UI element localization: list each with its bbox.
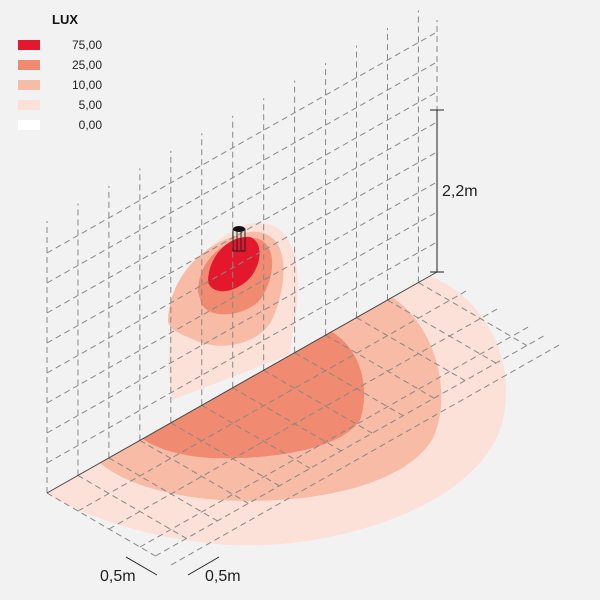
legend-value: 5,00 — [78, 98, 102, 112]
legend-swatch — [18, 40, 40, 50]
legend-value: 25,00 — [71, 58, 102, 72]
dimension-line-y — [187, 556, 220, 576]
legend-swatch — [18, 60, 40, 70]
wall-grid-horizontal — [46, 211, 438, 434]
floor-grid-line — [356, 317, 466, 382]
floor-grid-line — [139, 325, 531, 548]
legend-item: 25,00 — [18, 55, 102, 75]
floor-grid-line — [108, 307, 500, 530]
floor-grid-line — [170, 422, 280, 487]
wall-grid-horizontal — [46, 241, 438, 464]
wall-lamp-icon — [232, 226, 246, 252]
legend-value: 10,00 — [71, 78, 102, 92]
dimension-line-x — [125, 556, 158, 576]
wall-grid-horizontal — [46, 61, 438, 284]
legend-value: 0,00 — [78, 118, 102, 132]
wall-contour-75 — [208, 236, 260, 292]
floor-contour-25 — [143, 332, 365, 459]
wall-grid-horizontal — [46, 31, 438, 254]
floor-grid-line — [108, 457, 218, 522]
floor-grid-line — [387, 299, 497, 364]
legend-swatch — [18, 80, 40, 90]
floor-grid-line — [325, 334, 435, 399]
floor-grid-line — [263, 369, 373, 434]
wall-grid-horizontal — [46, 151, 438, 374]
floor-grid-line — [201, 404, 311, 469]
legend-swatch — [18, 120, 40, 130]
floor-grid-line — [418, 282, 528, 346]
grid-y-label: 0,5m — [205, 568, 241, 585]
floor-grid-line — [294, 352, 404, 417]
legend-item: 10,00 — [18, 75, 102, 95]
legend: LUX 75,00 25,00 10,00 5,00 0,00 — [18, 12, 102, 135]
legend-title: LUX — [52, 12, 78, 27]
legend-item: 5,00 — [18, 95, 102, 115]
floor-grid-line — [170, 343, 562, 566]
legend-swatch — [18, 100, 40, 110]
floor-grid-line — [77, 475, 187, 539]
floor-grid-line — [139, 439, 249, 504]
legend-item: 75,00 — [18, 35, 102, 55]
wall-grid-horizontal — [46, 121, 438, 344]
legend-item: 0,00 — [18, 115, 102, 135]
floor-grid-line — [155, 334, 546, 557]
height-label: 2,2m — [442, 183, 478, 200]
floor-grid-line — [77, 289, 469, 512]
floor-grid-line — [46, 492, 156, 557]
floor-grid-line — [232, 387, 342, 452]
legend-value: 75,00 — [71, 38, 102, 52]
wall-grid-horizontal — [46, 181, 438, 404]
wall-grid-horizontal — [46, 91, 438, 314]
wall-floor-edge — [46, 271, 438, 494]
grid-x-label: 0,5m — [100, 568, 136, 585]
